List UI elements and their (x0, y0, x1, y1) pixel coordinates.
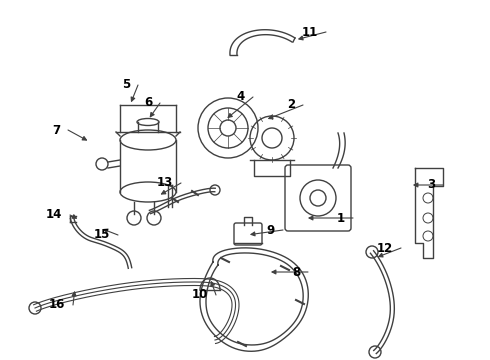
Text: 10: 10 (192, 288, 208, 302)
Text: 6: 6 (144, 96, 152, 109)
Text: 12: 12 (377, 242, 393, 255)
Text: 5: 5 (122, 78, 130, 91)
Text: 4: 4 (237, 90, 245, 104)
Text: 13: 13 (157, 176, 173, 189)
Text: 8: 8 (292, 266, 300, 279)
Text: 7: 7 (52, 123, 60, 136)
Text: 16: 16 (49, 298, 65, 311)
Text: 1: 1 (337, 211, 345, 225)
Text: 3: 3 (427, 179, 435, 192)
Text: 15: 15 (94, 229, 110, 242)
Text: 2: 2 (287, 99, 295, 112)
Text: 14: 14 (46, 208, 62, 221)
Text: 11: 11 (302, 26, 318, 39)
Text: 9: 9 (267, 224, 275, 237)
